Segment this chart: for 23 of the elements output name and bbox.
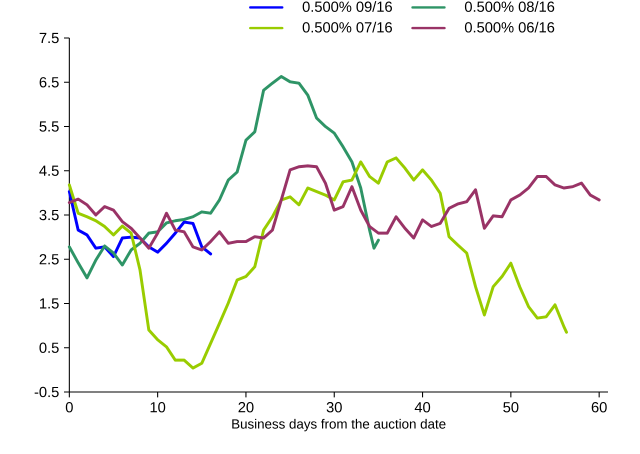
y-tick-label: 7.5 xyxy=(40,32,59,44)
y-tick-label: 1.5 xyxy=(40,298,59,309)
line-series xyxy=(68,75,380,280)
legend-label: 0.500% 09/16 xyxy=(302,1,392,12)
x-tick-label: 10 xyxy=(150,402,166,412)
y-tick-label: 2.5 xyxy=(40,254,59,264)
x-tick-label: 30 xyxy=(326,402,342,412)
legend-label: 0.500% 06/16 xyxy=(464,22,554,33)
line-series xyxy=(68,164,601,252)
x-tick-label: 0 xyxy=(66,402,73,412)
x-tick-label: 20 xyxy=(238,402,254,412)
y-tick-label: 6.5 xyxy=(40,77,59,88)
x-tick-label: 50 xyxy=(503,402,518,412)
legend-label: 0.500% 08/16 xyxy=(464,1,554,12)
legend-label: 0.500% 07/16 xyxy=(302,22,392,33)
x-tick-label: 60 xyxy=(592,402,607,412)
y-tick-label: 0.5 xyxy=(39,342,59,353)
y-tick-label: 5.5 xyxy=(39,121,59,132)
x-axis-title: Business days from the auction date xyxy=(232,418,446,432)
y-tick-label: 3.5 xyxy=(39,210,59,220)
y-tick-label: 4.5 xyxy=(39,166,59,176)
y-tick-label: -0.5 xyxy=(34,386,59,398)
x-tick-label: 40 xyxy=(414,402,430,412)
